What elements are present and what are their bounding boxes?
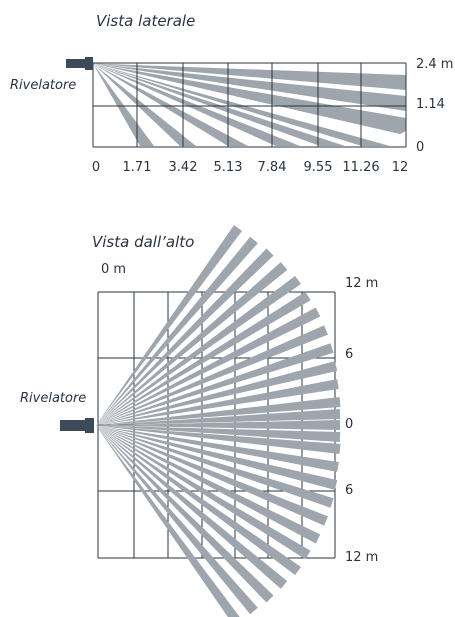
side-x-tick-label: 5.13 [213,160,243,175]
top-beam [96,425,240,617]
side-view-beams [93,63,406,146]
side-view-detector-icon [66,57,93,70]
top-beam [96,397,341,426]
side-beam [93,63,300,146]
side-x-tick-label: 9.55 [303,160,333,175]
side-beam [93,63,154,146]
side-x-tick-label: 3.42 [168,160,198,175]
top-beam [96,236,258,426]
side-x-tick-label: 11.26 [342,160,380,175]
top-beam [96,425,311,560]
side-x-tick-label: 0 [91,160,101,175]
top-beam [96,325,328,426]
top-beam [96,425,328,526]
side-y-tick-label: 2.4 m [416,57,454,72]
top-beam [96,262,288,426]
top-beam [96,425,321,544]
side-beam [93,63,406,134]
top-view-origin-label: 0 m [101,262,127,277]
side-beam [93,63,406,111]
top-beam [96,425,301,576]
top-beam [96,425,338,490]
top-view-title: Vista dall’alto [92,233,195,251]
side-y-tick-label: 1.14 [416,97,445,112]
top-right-tick-label: 6 [345,483,354,498]
top-view-beams [96,225,341,617]
side-y-tick-label: 0 [416,140,425,155]
top-beam [96,379,339,426]
top-right-tick-label: 12 m [345,276,379,291]
top-beam [96,425,341,454]
top-beam [96,425,258,615]
top-beam [96,425,341,442]
top-beam [96,361,338,426]
top-beam [96,425,288,589]
top-beam [96,291,311,426]
top-beam [96,343,334,426]
side-beam [93,63,390,146]
top-beam [96,425,334,508]
side-beam [93,63,248,146]
top-beam [96,248,274,426]
side-x-tick-label: 1.71 [122,160,152,175]
top-view-detector-label: Rivelatore [20,391,87,406]
side-beam [93,63,196,146]
side-view-detector-label: Rivelatore [10,78,77,93]
top-beam [96,225,243,426]
side-view-grid [92,62,407,148]
top-right-tick-label: 6 [345,347,354,362]
side-beam [93,63,345,146]
side-x-tick-label: 12 [391,160,409,175]
top-view-detector-icon [60,418,94,433]
top-beam [96,425,274,603]
top-beam [96,409,341,426]
top-right-tick-label: 0 [345,417,354,432]
top-beam [96,425,339,472]
side-beam [93,63,406,90]
top-beam [96,307,321,426]
side-x-tick-label: 7.84 [257,160,287,175]
top-right-tick-label: 12 m [345,550,379,565]
top-beam [96,275,301,426]
side-view-title: Vista laterale [96,12,196,30]
top-beam [96,420,341,430]
